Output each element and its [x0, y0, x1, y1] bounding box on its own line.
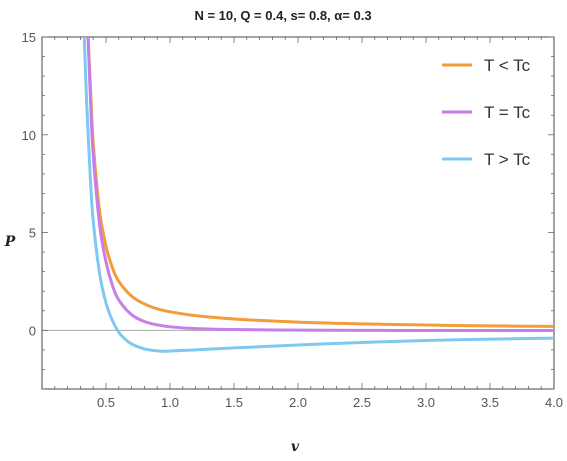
- ticks-layer: 0.5 1.0 1.5 2.0 2.5 3.0 3.5 4.0 0 5 10 15: [22, 30, 564, 410]
- chart-title: N = 10, Q = 0.4, s= 0.8, α= 0.3: [194, 8, 371, 23]
- y-axis-label: P: [4, 234, 16, 250]
- x-tick-label: 1.5: [225, 395, 243, 410]
- x-tick-label: 3.5: [481, 395, 499, 410]
- legend-label-3: T > Tc: [484, 150, 531, 169]
- x-tick-label: 1.0: [161, 395, 179, 410]
- y-tick-label: 15: [22, 30, 36, 45]
- plot-frame: [41, 36, 555, 390]
- x-tick-label: 2.0: [289, 395, 307, 410]
- legend-label-1: T < Tc: [484, 56, 531, 75]
- y-tick-label: 5: [29, 226, 36, 241]
- x-tick-label: 0.5: [97, 395, 115, 410]
- series-layer: [82, 37, 554, 353]
- y-tick-label: 0: [29, 323, 36, 338]
- x-tick-label: 4.0: [545, 395, 563, 410]
- x-tick-label: 2.5: [353, 395, 371, 410]
- series-line-2: [86, 37, 554, 333]
- series-line-1: [86, 37, 554, 328]
- legend-label-2: T = Tc: [484, 103, 531, 122]
- x-tick-label: 3.0: [417, 395, 435, 410]
- x-axis-label: v: [291, 439, 300, 455]
- y-tick-label: 10: [22, 128, 36, 143]
- plot-frame-border: [41, 36, 555, 390]
- legend: T < Tc T = Tc T > Tc: [442, 56, 531, 169]
- series-line-3: [82, 37, 554, 353]
